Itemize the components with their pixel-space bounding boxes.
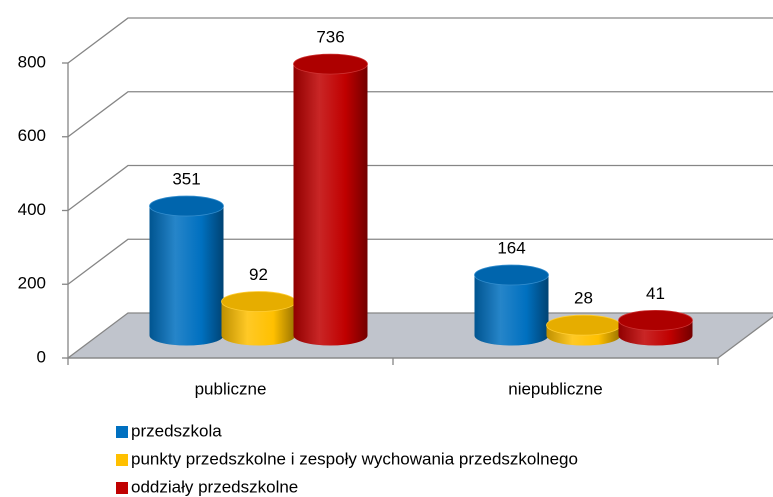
value-label: 164 [497, 239, 525, 258]
y-tick-label: 200 [18, 274, 46, 293]
bar-top [546, 314, 621, 336]
legend-swatch [116, 454, 128, 466]
value-label: 41 [646, 284, 665, 303]
y-tick-label: 0 [37, 347, 46, 366]
bar-top [221, 291, 296, 312]
bar [474, 264, 549, 346]
bar [221, 291, 296, 346]
bar-top [618, 309, 693, 331]
grid-line [67, 164, 773, 212]
value-label: 351 [172, 170, 200, 189]
legend-swatch [116, 482, 128, 494]
bar [618, 309, 693, 346]
bar-top [474, 264, 549, 286]
legend-label: punkty przedszkolne i zespoły wychowania… [131, 449, 578, 468]
bar-body [474, 275, 549, 346]
y-tick-label: 400 [18, 200, 46, 219]
grid-line [67, 17, 773, 64]
bar [546, 314, 621, 346]
legend-swatch [116, 426, 128, 438]
bar-body [221, 301, 296, 346]
bar-body [293, 64, 368, 346]
y-tick-label: 800 [18, 52, 46, 71]
value-label: 736 [316, 28, 344, 47]
bar-top [149, 195, 224, 217]
x-tick-label: niepubliczne [508, 379, 603, 398]
y-tick-label: 600 [18, 126, 46, 145]
legend-label: przedszkola [131, 421, 222, 440]
x-tick-label: publiczne [195, 379, 267, 398]
bar-top [293, 53, 368, 75]
value-label: 28 [574, 289, 593, 308]
grid-line [67, 238, 773, 285]
value-label: 92 [249, 265, 268, 284]
legend-label: oddziały przedszkolne [131, 477, 298, 496]
bar [293, 53, 368, 346]
bar-body [149, 206, 224, 346]
grid-line [67, 91, 773, 138]
bar [149, 195, 224, 346]
